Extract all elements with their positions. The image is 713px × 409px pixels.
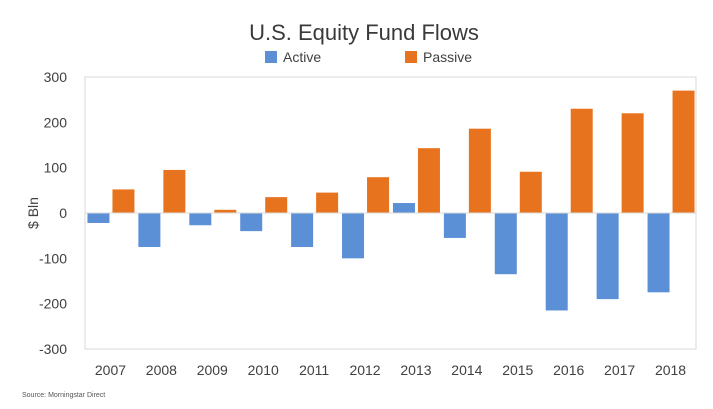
bar-active-2014	[443, 213, 466, 238]
x-tick-label: 2010	[248, 362, 279, 378]
x-tick-label: 2012	[349, 362, 380, 378]
x-tick-label: 2007	[95, 362, 126, 378]
x-tick-label: 2016	[553, 362, 584, 378]
x-tick-label: 2008	[146, 362, 177, 378]
bar-active-2010	[240, 213, 263, 232]
chart-title: U.S. Equity Fund Flows	[249, 20, 479, 45]
y-tick-label: -200	[39, 296, 67, 312]
y-tick-label: -300	[39, 341, 67, 357]
bar-active-2013	[392, 203, 415, 213]
x-tick-label: 2011	[299, 362, 329, 378]
bar-passive-2008	[163, 169, 186, 213]
y-tick-label: 0	[59, 205, 67, 221]
legend-label-passive: Passive	[423, 49, 472, 65]
x-tick-label: 2013	[400, 362, 431, 378]
x-tick-label: 2017	[604, 362, 635, 378]
y-axis-label: $ Bln	[25, 197, 41, 229]
legend-label-active: Active	[283, 49, 321, 65]
legend-swatch-active	[265, 51, 277, 63]
bar-active-2016	[545, 213, 568, 311]
bar-active-2018	[647, 213, 670, 293]
bar-active-2012	[342, 213, 365, 259]
y-tick-label: 200	[44, 114, 68, 130]
legend: Active Passive	[265, 49, 472, 65]
bar-passive-2016	[570, 108, 593, 213]
bar-passive-2014	[468, 128, 491, 213]
x-tick-label: 2014	[451, 362, 482, 378]
bar-passive-2012	[367, 177, 390, 213]
x-tick-label: 2015	[502, 362, 533, 378]
bar-passive-2018	[672, 90, 695, 213]
bar-active-2008	[138, 213, 161, 247]
x-tick-label: 2009	[197, 362, 228, 378]
bar-passive-2010	[265, 197, 288, 213]
bar-passive-2017	[621, 113, 644, 213]
x-tick-label: 2018	[655, 362, 686, 378]
legend-swatch-passive	[405, 51, 417, 63]
bar-passive-2013	[417, 148, 440, 213]
y-tick-label: -100	[39, 250, 67, 266]
bar-active-2007	[87, 213, 110, 223]
y-tick-label: 100	[44, 160, 68, 176]
bar-passive-2007	[112, 189, 135, 213]
plot-area: -300 -200 -100 0 100 200 300 2007 2008 2009 2010 20…	[39, 69, 697, 378]
y-tick-label: 300	[44, 69, 68, 85]
bar-active-2017	[596, 213, 619, 300]
bar-passive-2015	[519, 171, 542, 213]
bar-active-2009	[189, 213, 212, 226]
bar-passive-2011	[316, 192, 339, 213]
source-note: Source: Morningstar Direct	[22, 392, 105, 399]
bar-passive-2009	[214, 209, 237, 213]
bar-active-2011	[291, 213, 314, 247]
bar-active-2015	[494, 213, 517, 275]
